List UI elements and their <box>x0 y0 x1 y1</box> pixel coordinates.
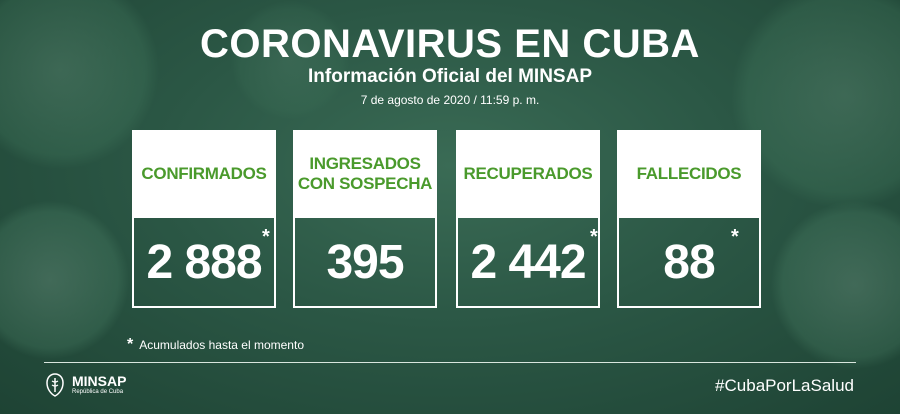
stat-label: INGRESADOS CON SOSPECHA <box>293 130 437 218</box>
stat-card-recuperados: RECUPERADOS 2 442 * <box>456 130 600 310</box>
stat-card-ingresados: INGRESADOS CON SOSPECHA 395 <box>293 130 437 310</box>
footnote: * Acumulados hasta el momento <box>127 336 304 354</box>
stat-label: CONFIRMADOS <box>132 130 276 218</box>
stat-value: 88 <box>617 218 761 308</box>
stat-label: FALLECIDOS <box>617 130 761 218</box>
page-subtitle: Información Oficial del MINSAP <box>308 66 592 87</box>
divider <box>44 362 856 363</box>
logo-name: MINSAP <box>72 373 127 389</box>
footnote-mark: * <box>127 336 134 353</box>
asterisk-mark: * <box>731 226 739 248</box>
report-date: 7 de agosto de 2020 / 11:59 p. m. <box>360 93 540 107</box>
stat-card-fallecidos: FALLECIDOS 88 * <box>617 130 761 310</box>
stat-value: 2 888 <box>132 218 276 308</box>
virus-decoration <box>770 200 900 370</box>
minsap-emblem-icon <box>46 373 64 397</box>
hashtag: #CubaPorLaSalud <box>715 376 854 395</box>
stat-card-confirmados: CONFIRMADOS 2 888 * <box>132 130 276 310</box>
page-title: CORONAVIRUS EN CUBA <box>200 22 700 66</box>
asterisk-mark: * <box>262 226 270 248</box>
logo-subtitle: República de Cuba <box>72 389 124 395</box>
virus-decoration <box>230 0 350 120</box>
stat-label: RECUPERADOS <box>456 130 600 218</box>
stat-value: 395 <box>293 218 437 308</box>
stat-value: 2 442 <box>456 218 600 308</box>
footnote-text: Acumulados hasta el momento <box>139 338 304 352</box>
asterisk-mark: * <box>590 226 598 248</box>
minsap-logo: MINSAP República de Cuba <box>44 372 126 398</box>
virus-decoration <box>0 200 130 360</box>
